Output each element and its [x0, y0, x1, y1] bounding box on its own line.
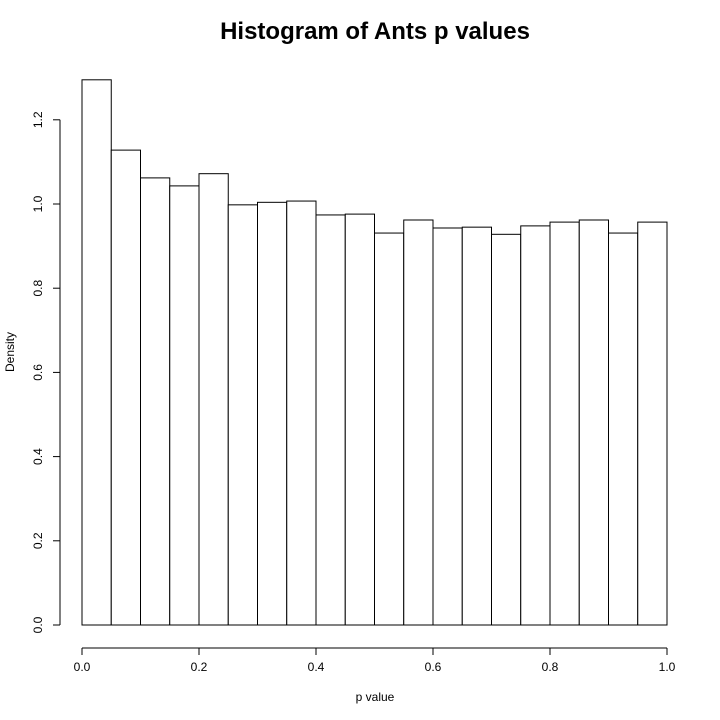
y-tick-label: 0.6 — [31, 364, 45, 381]
y-tick-label: 0.2 — [31, 532, 45, 549]
histogram-bar-14 — [461, 226, 492, 626]
y-tick-label: 1.0 — [31, 195, 45, 212]
histogram-bar-6 — [227, 204, 258, 626]
x-tick-label: 0.8 — [542, 660, 559, 674]
y-axis: 0.0 0.2 0.4 0.6 0.8 1.0 1.2 — [31, 111, 61, 633]
histogram-bar-3 — [140, 177, 171, 626]
x-tick-label: 1.0 — [659, 660, 676, 674]
y-tick-label: 0.8 — [31, 280, 45, 297]
histogram-bar-15 — [491, 233, 522, 626]
histogram-bar-7 — [257, 201, 288, 626]
histogram-bar-8 — [286, 200, 317, 626]
histogram-bars — [81, 79, 668, 626]
x-axis: 0.0 0.2 0.4 0.6 0.8 1.0 — [74, 647, 676, 674]
x-tick-label: 0.0 — [74, 660, 91, 674]
y-tick-label: 1.2 — [31, 111, 45, 128]
x-tick-label: 0.4 — [308, 660, 325, 674]
histogram-bar-20 — [637, 221, 668, 626]
histogram-bar-11 — [374, 232, 405, 626]
histogram-bar-1 — [81, 79, 112, 626]
x-tick-label: 0.2 — [191, 660, 208, 674]
histogram-bar-16 — [520, 225, 551, 626]
histogram-bar-2 — [110, 149, 141, 626]
y-axis-label: Density — [3, 332, 17, 372]
y-tick-label: 0.0 — [31, 616, 45, 633]
histogram-bar-10 — [344, 213, 375, 626]
histogram-bar-12 — [403, 219, 434, 626]
y-tick-label: 0.4 — [31, 448, 45, 465]
chart-title: Histogram of Ants p values — [220, 18, 530, 45]
x-axis-label: p value — [356, 690, 395, 704]
x-tick-label: 0.6 — [425, 660, 442, 674]
histogram-bar-5 — [198, 173, 229, 626]
histogram-bar-9 — [315, 214, 346, 626]
histogram-bar-19 — [608, 232, 639, 626]
histogram-bar-4 — [169, 185, 200, 626]
histogram-bar-18 — [578, 219, 609, 626]
histogram-bar-13 — [432, 227, 463, 626]
histogram-bar-17 — [549, 221, 580, 626]
